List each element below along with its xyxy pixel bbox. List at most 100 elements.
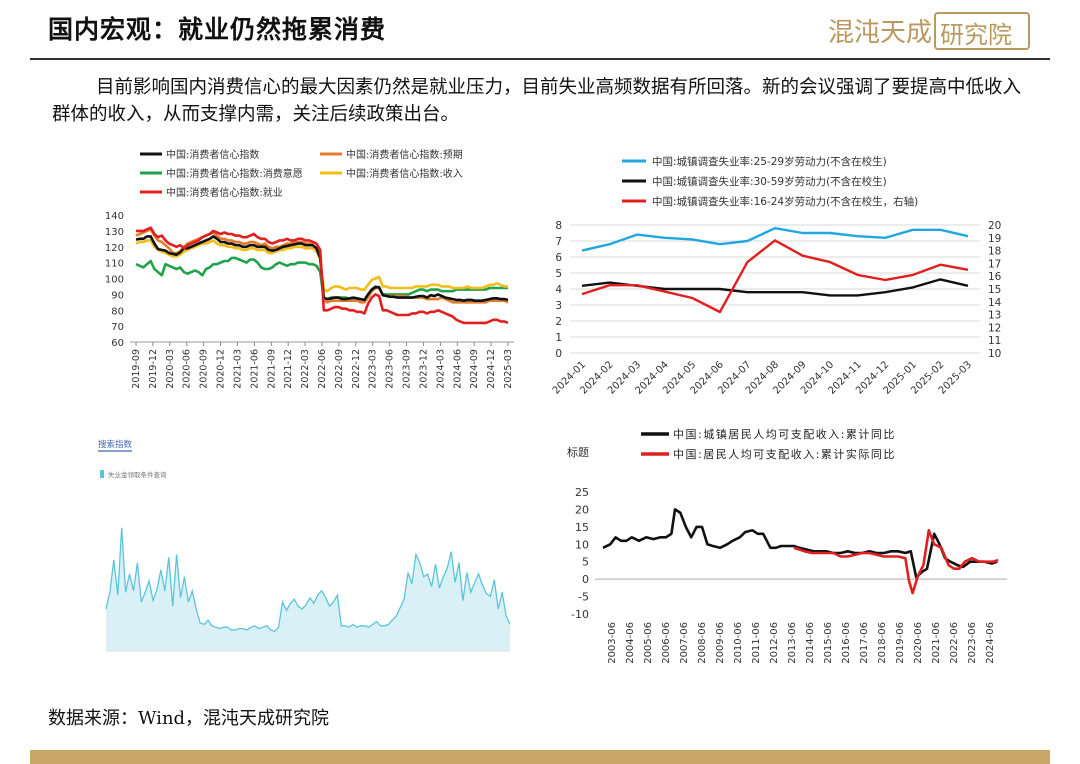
y-tick-label: 10: [575, 538, 589, 551]
y-tick-label: 130: [105, 227, 124, 238]
x-tick-label: 2009-06: [715, 622, 726, 664]
y-tick-label: 5: [555, 268, 562, 280]
y-tick-label: 20: [575, 503, 589, 516]
x-tick-label: 2017-06: [859, 622, 870, 664]
x-tick-label: 2021-06: [931, 622, 942, 664]
series-line: [136, 226, 509, 325]
legend-label: 中国:消费者信心指数:收入: [346, 167, 463, 180]
series-line: [793, 529, 999, 595]
y2-tick-label: 15: [988, 284, 1001, 296]
x-tick-label: 2021-03: [232, 349, 243, 389]
x-tick-label: 2021-09: [266, 349, 277, 389]
x-tick-label: 2014-06: [805, 622, 816, 664]
x-tick-label: 2005-06: [643, 622, 654, 664]
y-tick-label: 25: [575, 486, 589, 499]
unemployment-chart: 中国:城镇调查失业率:25-29岁劳动力(不含在校生) 中国:城镇调查失业率:30…: [551, 155, 1002, 397]
x-tick-label: 2011-06: [751, 622, 762, 664]
legend-label: 中国:消费者信心指数:消费意愿: [166, 167, 303, 180]
x-tick-label: 2003-06: [607, 622, 618, 664]
y2-tick-label: 11: [988, 335, 1001, 347]
chart-title: 搜索指数: [98, 439, 133, 450]
legend-label: 中国:城镇调查失业率:25-29岁劳动力(不含在校生): [652, 155, 887, 168]
y-tick-label: 2: [555, 316, 562, 328]
y-tick-label: 90: [111, 290, 124, 301]
x-tick-label: 2004-06: [625, 622, 636, 664]
y-tick-label: 70: [111, 322, 124, 333]
x-tick-label: 2021-12: [283, 349, 294, 389]
summary-paragraph: 目前影响国内消费信心的最大因素仍然是就业压力，目前失业高频数据有所回落。新的会议…: [52, 77, 1022, 125]
x-tick-label: 2023-12: [418, 349, 429, 389]
x-tick-label: 2023-06: [385, 349, 396, 389]
legend-label: 中国:消费者信心指数: [166, 148, 259, 161]
series-area: [106, 527, 510, 651]
legend-label: 中国:居民人均可支配收入:累计实际同比: [673, 447, 896, 461]
x-tick-label: 2006-06: [661, 622, 672, 664]
x-tick-label: 2022-06: [949, 622, 960, 664]
series-line: [581, 226, 969, 252]
x-tick-label: 2021-06: [249, 349, 260, 389]
x-tick-label: 2020-03: [165, 349, 176, 389]
legend-label: 中国:城镇调查失业率:16-24岁劳动力(不含在校生，右轴): [652, 195, 918, 208]
y-tick-label: 110: [105, 259, 124, 270]
x-tick-label: 2007-06: [679, 622, 690, 664]
x-tick-label: 2019-12: [148, 349, 159, 389]
y-tick-label: 120: [105, 243, 124, 254]
header-divider: [30, 58, 1050, 60]
x-tick-label: 2019-09: [131, 349, 142, 389]
y-tick-label: 6: [555, 252, 562, 264]
search-index-panel: 搜索指数 失业金领取条件查询: [92, 433, 516, 665]
legend-label: 中国:城镇调查失业率:30-59岁劳动力(不含在校生): [652, 175, 887, 188]
series-line: [581, 278, 969, 297]
y2-tick-label: 19: [988, 233, 1001, 245]
y2-tick-label: 12: [988, 322, 1001, 334]
x-tick-label: 2024-03: [435, 349, 446, 389]
data-source: 数据来源：Wind，混沌天成研究院: [48, 708, 330, 729]
y-tick-label: 0: [555, 348, 562, 360]
y-tick-label: 3: [555, 300, 562, 312]
legend-label: 中国:城镇居民人均可支配收入:累计同比: [673, 427, 896, 441]
x-tick-label: 2022-09: [334, 349, 345, 389]
logo-seal: 研究院: [934, 12, 1030, 50]
logo-seal-text: 研究院: [940, 21, 1012, 49]
x-tick-label: 2016-06: [841, 622, 852, 664]
series-line: [581, 239, 969, 314]
y2-tick-label: 17: [988, 258, 1001, 270]
y-tick-label: 15: [575, 521, 589, 534]
y-tick-label: 0: [582, 573, 589, 586]
x-tick-label: 2025-03: [503, 349, 514, 389]
y-tick-label: 60: [111, 338, 124, 349]
x-tick-label: 2012-06: [769, 622, 780, 664]
y-tick-label: 7: [555, 236, 562, 248]
x-tick-label: 2019-06: [895, 622, 906, 664]
x-tick-label: 2022-03: [300, 349, 311, 389]
x-tick-label: 2020-09: [199, 349, 210, 389]
y2-tick-label: 18: [988, 246, 1001, 258]
x-tick-label: 2020-12: [216, 349, 227, 389]
y2-tick-label: 10: [988, 348, 1001, 360]
x-tick-label: 2023-09: [402, 349, 413, 389]
y-tick-label: -10: [571, 608, 589, 621]
y-tick-label: 4: [555, 284, 562, 296]
y-tick-label: -5: [578, 591, 589, 604]
y-tick-label: 5: [582, 556, 589, 569]
y2-tick-label: 14: [988, 297, 1002, 309]
brand-logo: 混沌天成 研究院: [828, 12, 1030, 50]
x-tick-label: 2022-12: [351, 349, 362, 389]
legend-swatch: [100, 470, 104, 478]
x-tick-label: 2024-06: [985, 622, 996, 664]
y-tick-label: 100: [105, 275, 124, 286]
logo-text: 混沌天成: [828, 18, 933, 48]
footer-bar: [30, 750, 1050, 764]
x-tick-label: 2015-06: [823, 622, 834, 664]
series-line: [602, 508, 998, 579]
x-tick-label: 2023-03: [368, 349, 379, 389]
x-tick-label: 2024-09: [469, 349, 480, 389]
y2-tick-label: 16: [988, 271, 1002, 283]
y2-tick-label: 20: [988, 220, 1001, 232]
page-title: 国内宏观：就业仍然拖累消费: [48, 15, 387, 44]
x-tick-label: 2020-06: [182, 349, 193, 389]
x-tick-label: 2022-06: [317, 349, 328, 389]
x-tick-label: 2008-06: [697, 622, 708, 664]
